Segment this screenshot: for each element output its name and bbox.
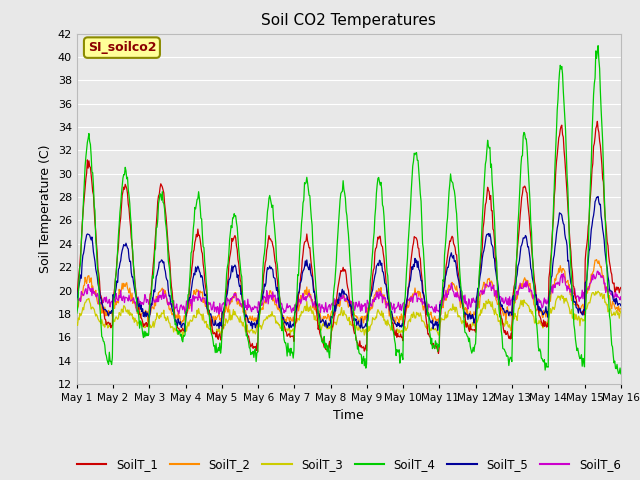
X-axis label: Time: Time bbox=[333, 408, 364, 421]
Title: Soil CO2 Temperatures: Soil CO2 Temperatures bbox=[261, 13, 436, 28]
Text: SI_soilco2: SI_soilco2 bbox=[88, 41, 156, 54]
Legend: SoilT_1, SoilT_2, SoilT_3, SoilT_4, SoilT_5, SoilT_6: SoilT_1, SoilT_2, SoilT_3, SoilT_4, Soil… bbox=[72, 454, 625, 476]
Y-axis label: Soil Temperature (C): Soil Temperature (C) bbox=[39, 144, 52, 273]
